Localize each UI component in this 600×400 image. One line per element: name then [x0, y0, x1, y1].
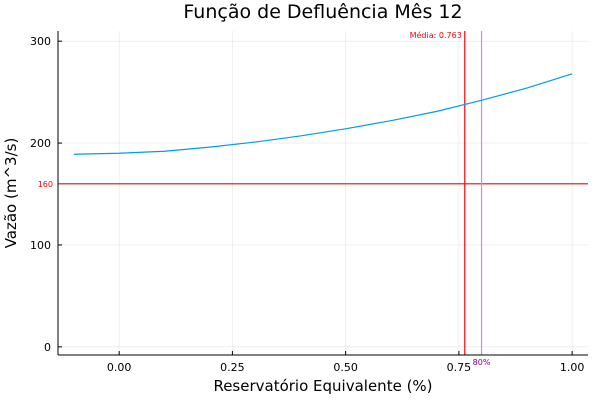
- series-layer: [73, 73, 573, 155]
- x-tick-label-1: 0.25: [220, 361, 245, 374]
- x-tick-label-3: 0.75: [447, 361, 472, 374]
- y-tick-label-1: 100: [30, 239, 51, 252]
- x-tick-label-4: 1.00: [560, 361, 585, 374]
- vline-label-0: Média: 0.763: [410, 30, 462, 40]
- series-0-point-0: [73, 154, 74, 155]
- y-tick-label-0: 0: [44, 341, 51, 354]
- vline-label-1: 80%: [473, 358, 491, 367]
- chart-title: Função de Defluência Mês 12: [183, 1, 462, 23]
- y-tick-label-3: 300: [30, 35, 51, 48]
- series-0-point-8: [436, 111, 437, 112]
- y-tick-label-2: 200: [30, 137, 51, 150]
- series-0-point-7: [390, 120, 391, 121]
- tick-labels: 0.00 0.25 0.50 0.75 1.00 0 100 200 300: [30, 35, 584, 374]
- reference-lines: 160 Média: 0.763 80%: [38, 30, 588, 367]
- x-tick-label-2: 0.50: [333, 361, 358, 374]
- x-tick-label-0: 0.00: [107, 361, 132, 374]
- y-axis-title: Vazão (m^3/s): [2, 138, 20, 249]
- series-line-0: [73, 73, 573, 155]
- hline-label-0: 160: [38, 180, 53, 189]
- grid: [58, 31, 588, 355]
- series-0-point-2: [164, 151, 165, 152]
- axes: [57, 31, 588, 356]
- series-0-point-1: [119, 153, 120, 154]
- series-0-point-3: [209, 147, 210, 148]
- series-0-point-4: [254, 141, 255, 142]
- x-axis-title: Reservatório Equivalente (%): [213, 377, 432, 395]
- series-0-point-10: [526, 87, 527, 88]
- series-0-point-6: [345, 128, 346, 129]
- series-0-point-9: [481, 100, 482, 101]
- series-0-point-5: [300, 135, 301, 136]
- series-0-point-11: [572, 73, 573, 74]
